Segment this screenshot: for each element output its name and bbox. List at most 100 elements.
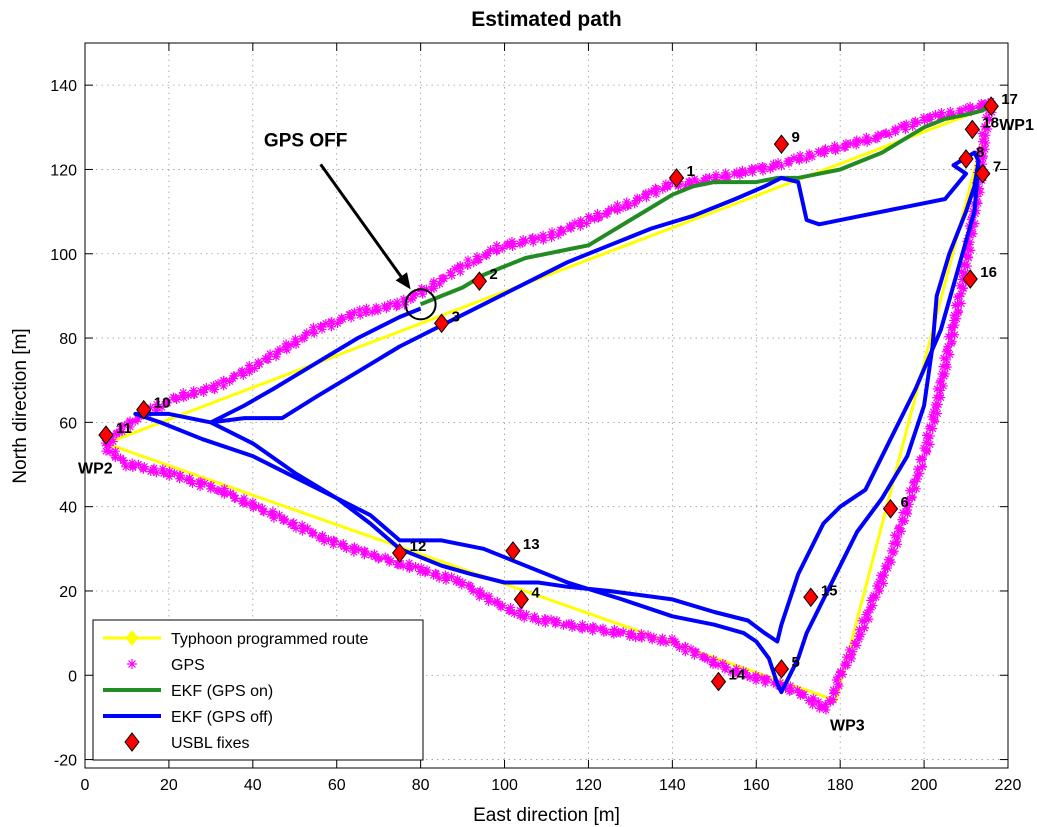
gps-point [795,150,805,160]
gps-point [641,189,651,199]
gps-point [323,534,333,544]
gps-point [936,111,946,121]
gps-point [609,624,619,634]
gps-point [159,468,169,478]
gps-point [416,287,426,297]
usbl-fix-label: 13 [523,536,540,553]
gps-point [199,388,209,398]
gps-point [317,324,327,334]
gps-point [942,362,952,372]
gps-point [169,468,179,478]
gps-point [870,134,880,144]
gps-point [213,378,223,388]
gps-point [786,686,796,696]
gps-point [898,517,908,527]
gps-point [625,632,635,642]
gps-point [735,170,745,180]
gps-point [453,574,463,584]
gps-point [710,172,720,182]
gps-point [225,488,235,498]
gps-point [850,638,860,648]
gps-point [517,238,527,248]
gps-point [836,668,846,678]
gps-point [881,128,891,138]
gps-point [984,114,994,124]
gps-point [732,669,742,679]
gps-point [862,137,872,147]
gps-point [785,681,795,691]
gps-point [978,153,988,163]
y-tick-label: 140 [50,78,77,95]
gps-point [854,631,864,641]
gps-point [795,690,805,700]
gps-point [609,629,619,639]
gps-point [590,214,600,224]
gps-point [490,597,500,607]
gps-point [515,611,525,621]
plot-border [84,42,1009,769]
gps-point [668,178,678,188]
gps-point [594,213,604,223]
gps-point [757,161,767,171]
gps-point [349,547,359,557]
gps-point [902,501,912,511]
gps-point [570,622,580,632]
gps-point [957,274,967,284]
gps-point [182,475,192,485]
gps-point [151,406,161,416]
usbl-fix-4 [513,589,529,610]
gps-point [920,116,930,126]
gps-point [196,477,206,487]
gps-point [595,624,605,634]
gps-point [630,199,640,209]
gps-point [833,672,843,682]
gps-point [200,384,210,394]
gps-point [127,458,137,468]
gps-point [805,150,815,160]
gps-point [468,586,478,596]
gps-point [941,347,951,357]
y-tick-label: 120 [50,162,77,179]
gps-point [905,486,915,496]
gps-point [815,703,825,713]
usbl-fix-label: 8 [976,144,984,161]
gps-point [933,399,943,409]
gps-point [650,183,660,193]
y-tick-label: 60 [59,415,77,432]
gps-point [873,130,883,140]
gps-point [956,299,966,309]
gps-point [925,431,935,441]
gps-point [789,153,799,163]
gps-off-arrow-head [395,272,411,290]
gps-point [128,463,138,473]
gps-point [959,271,969,281]
gps-point [908,478,918,488]
gps-point [922,447,932,457]
gps-point [228,490,238,500]
gps-point [842,660,852,670]
gps-point [214,486,224,496]
x-axis-title: East direction [m] [473,805,620,826]
gps-point [821,705,831,715]
gps-point [721,168,731,178]
gps-point [981,112,991,122]
gps-point [394,560,404,570]
chart-title: Estimated path [471,8,622,31]
gps-point [440,570,450,580]
gps-point [794,155,804,165]
usbl-fix-11 [98,425,114,445]
gps-point [116,421,126,431]
gps-point [593,208,603,218]
gps-off-label: GPS OFF [264,130,347,151]
gps-point [206,480,216,490]
gps-point [979,134,989,144]
gps-point [713,660,723,670]
gps-point [152,402,162,412]
gps-point [297,334,307,344]
gps-point [422,565,432,575]
gps-point [271,352,281,362]
usbl-fix-label: 18 [982,114,999,131]
gps-point [938,381,948,391]
gps-point [508,242,518,252]
gps-point [757,673,767,683]
